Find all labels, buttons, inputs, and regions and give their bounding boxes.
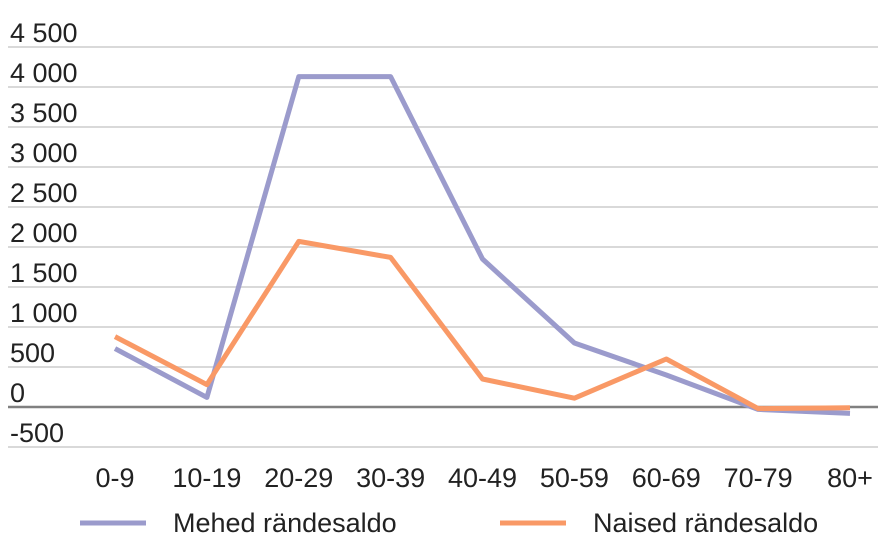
- legend-label-2: Naised rändesaldo: [593, 508, 818, 536]
- x-tick-label: 80+: [827, 463, 873, 493]
- y-axis-tick-labels: 4 500 4 000 3 500 3 000 2 500 2 000 1 500 1 000…: [10, 18, 78, 448]
- y-tick-label: 2 500: [10, 178, 78, 208]
- x-tick-label: 0-9: [95, 463, 134, 493]
- y-tick-label: 1 000: [10, 298, 78, 328]
- legend-label-1: Mehed rändesaldo: [173, 508, 397, 536]
- series-line-1: [113, 74, 851, 416]
- y-tick-label: 0: [10, 378, 25, 408]
- grid-lines: [8, 46, 878, 448]
- x-tick-label: 70-79: [724, 463, 793, 493]
- series-lines: [113, 74, 851, 416]
- y-tick-label: 4 000: [10, 58, 78, 88]
- x-tick-label: 40-49: [448, 463, 517, 493]
- y-tick-label: 3 500: [10, 98, 78, 128]
- y-tick-label: 3 000: [10, 138, 78, 168]
- x-tick-label: 10-19: [172, 463, 241, 493]
- series-line-2: [113, 238, 851, 412]
- y-tick-label: 1 500: [10, 258, 78, 288]
- legend: Mehed rändesaldo Naised rändesaldo: [80, 508, 818, 536]
- y-tick-label: 2 000: [10, 218, 78, 248]
- y-tick-label: -500: [10, 418, 64, 448]
- x-tick-label: 60-69: [632, 463, 701, 493]
- x-tick-label: 30-39: [356, 463, 425, 493]
- x-axis-tick-labels: 0-9 10-19 20-29 30-39 40-49 50-59 60-69 70-79 80…: [95, 463, 872, 493]
- x-tick-label: 50-59: [540, 463, 609, 493]
- y-tick-label: 500: [10, 338, 55, 368]
- y-tick-label: 4 500: [10, 18, 78, 48]
- x-tick-label: 20-29: [264, 463, 333, 493]
